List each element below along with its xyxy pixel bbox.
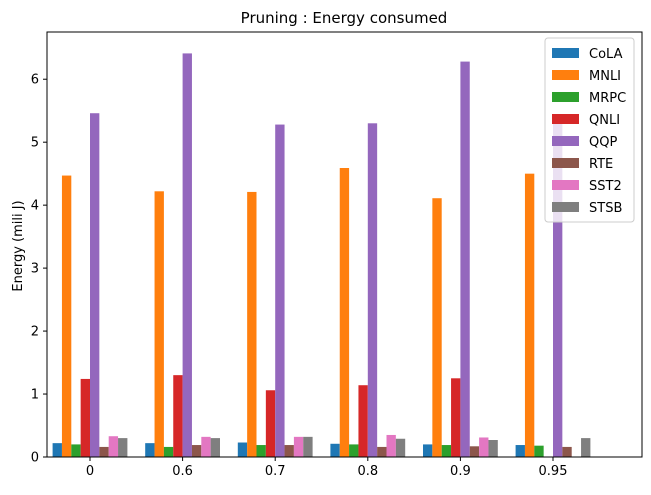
bar-mnli-0.8 [339, 168, 350, 457]
bar-cola-0.9 [423, 444, 433, 457]
bar-stsb-0.8 [395, 438, 406, 457]
bar-mnli-0.7 [247, 191, 257, 457]
bar-qnli-0.7 [265, 390, 276, 457]
legend-swatch-sst2 [552, 180, 579, 190]
bar-stsb-0.9 [488, 440, 498, 457]
bar-mrpc-0.8 [349, 444, 359, 457]
bar-qqp-0.9 [460, 61, 470, 458]
bar-stsb-0.6 [210, 438, 220, 457]
bar-rte-0.7 [284, 445, 294, 457]
x-tick-label: 0.6 [172, 464, 193, 479]
bar-rte-0.8 [377, 446, 387, 457]
bars-group [52, 53, 591, 458]
legend-label-mrpc: MRPC [589, 91, 626, 106]
bar-mnli-0.9 [432, 198, 442, 457]
bar-qqp-0.7 [275, 124, 285, 457]
bar-qnli-0.8 [358, 385, 368, 457]
chart-title: Pruning : Energy consumed [241, 9, 448, 27]
bar-stsb-0.7 [303, 436, 313, 457]
y-tick-label: 3 [31, 262, 39, 277]
legend-label-rte: RTE [589, 157, 613, 172]
bar-rte-0.9 [469, 446, 480, 457]
bar-mrpc-0 [71, 444, 81, 457]
legend-swatch-rte [552, 158, 579, 168]
legend: CoLA MNLI MRPC QNLI QQP RTE SST2 STSB [544, 37, 635, 223]
y-tick-label: 2 [31, 325, 39, 340]
legend-swatch-cola [552, 48, 579, 58]
legend-label-cola: CoLA [589, 47, 623, 62]
bar-mnli-0.95 [524, 173, 535, 458]
bar-qqp-0.95 [553, 117, 563, 457]
bar-sst2-0.8 [386, 434, 396, 457]
bar-sst2-0.6 [201, 436, 211, 457]
bar-cola-0.6 [145, 443, 155, 457]
x-tick-label: 0.95 [539, 464, 568, 479]
x-tick-label: 0.8 [357, 464, 378, 479]
bar-mnli-0.6 [154, 191, 164, 458]
bar-sst2-0.7 [293, 436, 304, 457]
bar-rte-0.95 [562, 446, 572, 457]
y-tick-label: 6 [31, 73, 39, 88]
plot-frame [46, 31, 643, 458]
bar-sst2-0.9 [479, 437, 489, 457]
bar-rte-0.6 [191, 445, 202, 457]
y-tick-label: 1 [31, 388, 39, 403]
bar-mrpc-0.6 [163, 446, 174, 457]
bar-rte-0 [99, 446, 109, 457]
legend-box [544, 37, 635, 223]
bar-qqp-0.6 [182, 53, 192, 457]
legend-label-qqp: QQP [589, 135, 617, 150]
bar-qnli-0.6 [173, 375, 183, 457]
legend-swatch-stsb [552, 202, 579, 212]
bar-cola-0.7 [237, 442, 248, 457]
legend-swatch-qqp [552, 136, 579, 146]
x-tick-label: 0 [86, 464, 94, 479]
bar-mnli-0 [61, 175, 72, 457]
x-tick-label: 0.7 [265, 464, 286, 479]
y-tick-label: 5 [31, 136, 39, 151]
bar-qqp-0.8 [367, 123, 378, 458]
y-axis-label: Energy (mili J) [11, 200, 26, 291]
bar-mrpc-0.9 [441, 445, 452, 457]
legend-label-stsb: STSB [589, 201, 622, 216]
legend-label-mnli: MNLI [589, 69, 621, 84]
bar-stsb-0 [118, 438, 128, 457]
y-tick-label: 0 [31, 451, 39, 466]
legend-swatch-qnli [552, 114, 579, 124]
legend-swatch-mrpc [552, 92, 579, 102]
bar-qnli-0 [80, 378, 90, 457]
bar-qqp-0 [90, 113, 100, 457]
bar-mrpc-0.95 [534, 445, 544, 457]
legend-swatch-mnli [552, 70, 579, 80]
bar-mrpc-0.7 [256, 445, 266, 457]
bar-qnli-0.9 [451, 378, 461, 457]
bar-sst2-0 [108, 436, 119, 457]
bar-cola-0 [52, 443, 62, 457]
legend-label-qnli: QNLI [589, 113, 620, 128]
axes-group: 0 1 2 3 4 5 6 0 0.6 0.7 0.8 0.9 0.95 [31, 31, 643, 479]
legend-label-sst2: SST2 [589, 179, 622, 194]
x-tick-label: 0.9 [450, 464, 471, 479]
bar-cola-0.95 [515, 445, 525, 457]
bar-stsb-0.95 [581, 438, 591, 457]
y-tick-label: 4 [31, 199, 39, 214]
bar-cola-0.8 [330, 443, 340, 457]
